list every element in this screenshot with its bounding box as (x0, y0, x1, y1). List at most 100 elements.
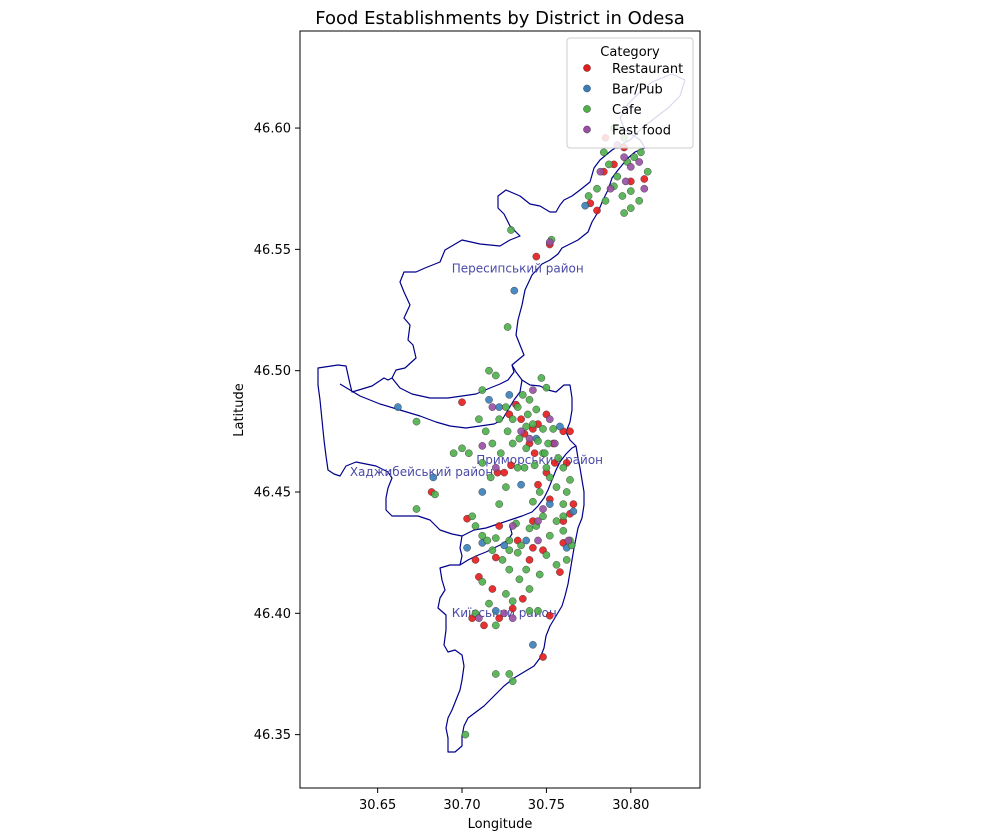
point-cafe (505, 565, 514, 574)
point-cafe (517, 541, 525, 550)
point-cafe (431, 490, 439, 499)
point-restaurant (500, 468, 509, 477)
boundary-khadzhybei-kyivskyi (461, 445, 577, 537)
point-cafe (502, 483, 510, 491)
x-tick-label: 30.75 (528, 798, 565, 813)
point-cafe (630, 153, 639, 161)
point-restaurant (508, 604, 517, 613)
point-cafe (478, 578, 487, 586)
point-cafe (542, 551, 551, 559)
y-tick-label: 46.60 (254, 122, 291, 137)
legend-label-restaurant: Restaurant (612, 62, 683, 77)
data-points (394, 124, 652, 739)
point-restaurant (495, 614, 504, 623)
point-cafe (449, 449, 458, 458)
point-cafe (505, 546, 514, 555)
point-cafe (566, 476, 574, 484)
point-fast-food (534, 536, 542, 545)
point-cafe (461, 730, 470, 739)
point-restaurant (539, 653, 547, 661)
point-cafe (525, 607, 534, 615)
point-cafe (513, 463, 522, 472)
point-restaurant (471, 556, 480, 564)
point-cafe (503, 323, 512, 331)
point-restaurant (480, 621, 488, 630)
point-cafe (520, 463, 529, 472)
point-restaurant (566, 427, 574, 436)
point-cafe (613, 172, 622, 181)
point-cafe (537, 374, 546, 382)
point-cafe (522, 444, 531, 453)
y-tick-label: 46.55 (254, 243, 291, 258)
point-restaurant (556, 568, 564, 576)
point-cafe (546, 473, 554, 482)
point-cafe (524, 410, 532, 419)
point-fast-food (546, 238, 554, 246)
point-restaurant (525, 556, 534, 564)
district-label: Хаджибейський район (350, 465, 493, 479)
point-cafe (412, 417, 421, 426)
point-cafe (605, 160, 613, 169)
point-restaurant (532, 252, 541, 261)
point-cafe (468, 512, 477, 521)
point-cafe (643, 167, 652, 176)
point-cafe (559, 512, 568, 521)
point-fast-food (620, 153, 628, 161)
point-cafe (525, 395, 534, 404)
point-cafe (519, 391, 527, 399)
legend-marker-restaurant (583, 64, 591, 72)
point-fast-food (508, 522, 517, 530)
point-cafe (508, 415, 517, 424)
point-cafe (491, 621, 500, 630)
point-bar-pub (517, 480, 525, 489)
point-cafe (478, 459, 487, 467)
point-fast-food (596, 167, 605, 176)
point-cafe (522, 422, 531, 431)
point-cafe (488, 546, 497, 555)
point-cafe (532, 405, 541, 414)
point-cafe (593, 184, 601, 193)
point-cafe (552, 483, 561, 491)
point-cafe (549, 425, 558, 433)
point-cafe (508, 677, 517, 686)
legend-box (566, 37, 694, 149)
x-axis-ticks: 30.65 30.70 30.75 30.80 (359, 788, 649, 813)
y-tick-label: 46.40 (254, 607, 291, 622)
point-bar-pub (394, 403, 402, 411)
point-cafe (458, 444, 466, 453)
point-cafe (539, 425, 547, 433)
point-cafe (627, 187, 635, 195)
point-bar-pub (491, 607, 500, 615)
point-fast-food (500, 609, 509, 618)
point-cafe (471, 522, 480, 530)
point-cafe (498, 556, 507, 564)
boundary-khadzhybei-prymorskyi (339, 379, 523, 429)
legend: Category Restaurant Bar/Pub Cafe Fast food (566, 37, 694, 149)
point-fast-food (564, 536, 573, 545)
point-cafe (515, 575, 524, 584)
point-restaurant (517, 415, 525, 424)
point-cafe (505, 670, 514, 678)
boundary-peresyp-prymorskyi (391, 364, 515, 399)
point-fast-food (606, 184, 615, 193)
point-restaurant (495, 522, 504, 530)
point-bar-pub (510, 286, 519, 295)
legend-marker-fast-food (583, 125, 591, 134)
point-restaurant (569, 500, 578, 508)
point-cafe (485, 366, 493, 375)
y-tick-label: 46.50 (254, 364, 291, 379)
point-cafe (637, 148, 645, 157)
point-cafe (540, 449, 549, 458)
point-restaurant (488, 585, 497, 593)
point-restaurant (534, 480, 542, 489)
point-bar-pub (429, 473, 438, 482)
x-axis-label: Longitude (468, 817, 533, 832)
point-cafe (529, 420, 537, 428)
point-cafe (542, 383, 551, 392)
point-cafe (627, 204, 635, 212)
chart-title: Food Establishments by District in Odesa (315, 8, 685, 29)
point-restaurant (458, 398, 466, 407)
point-cafe (495, 500, 504, 508)
point-fast-food (539, 505, 547, 513)
